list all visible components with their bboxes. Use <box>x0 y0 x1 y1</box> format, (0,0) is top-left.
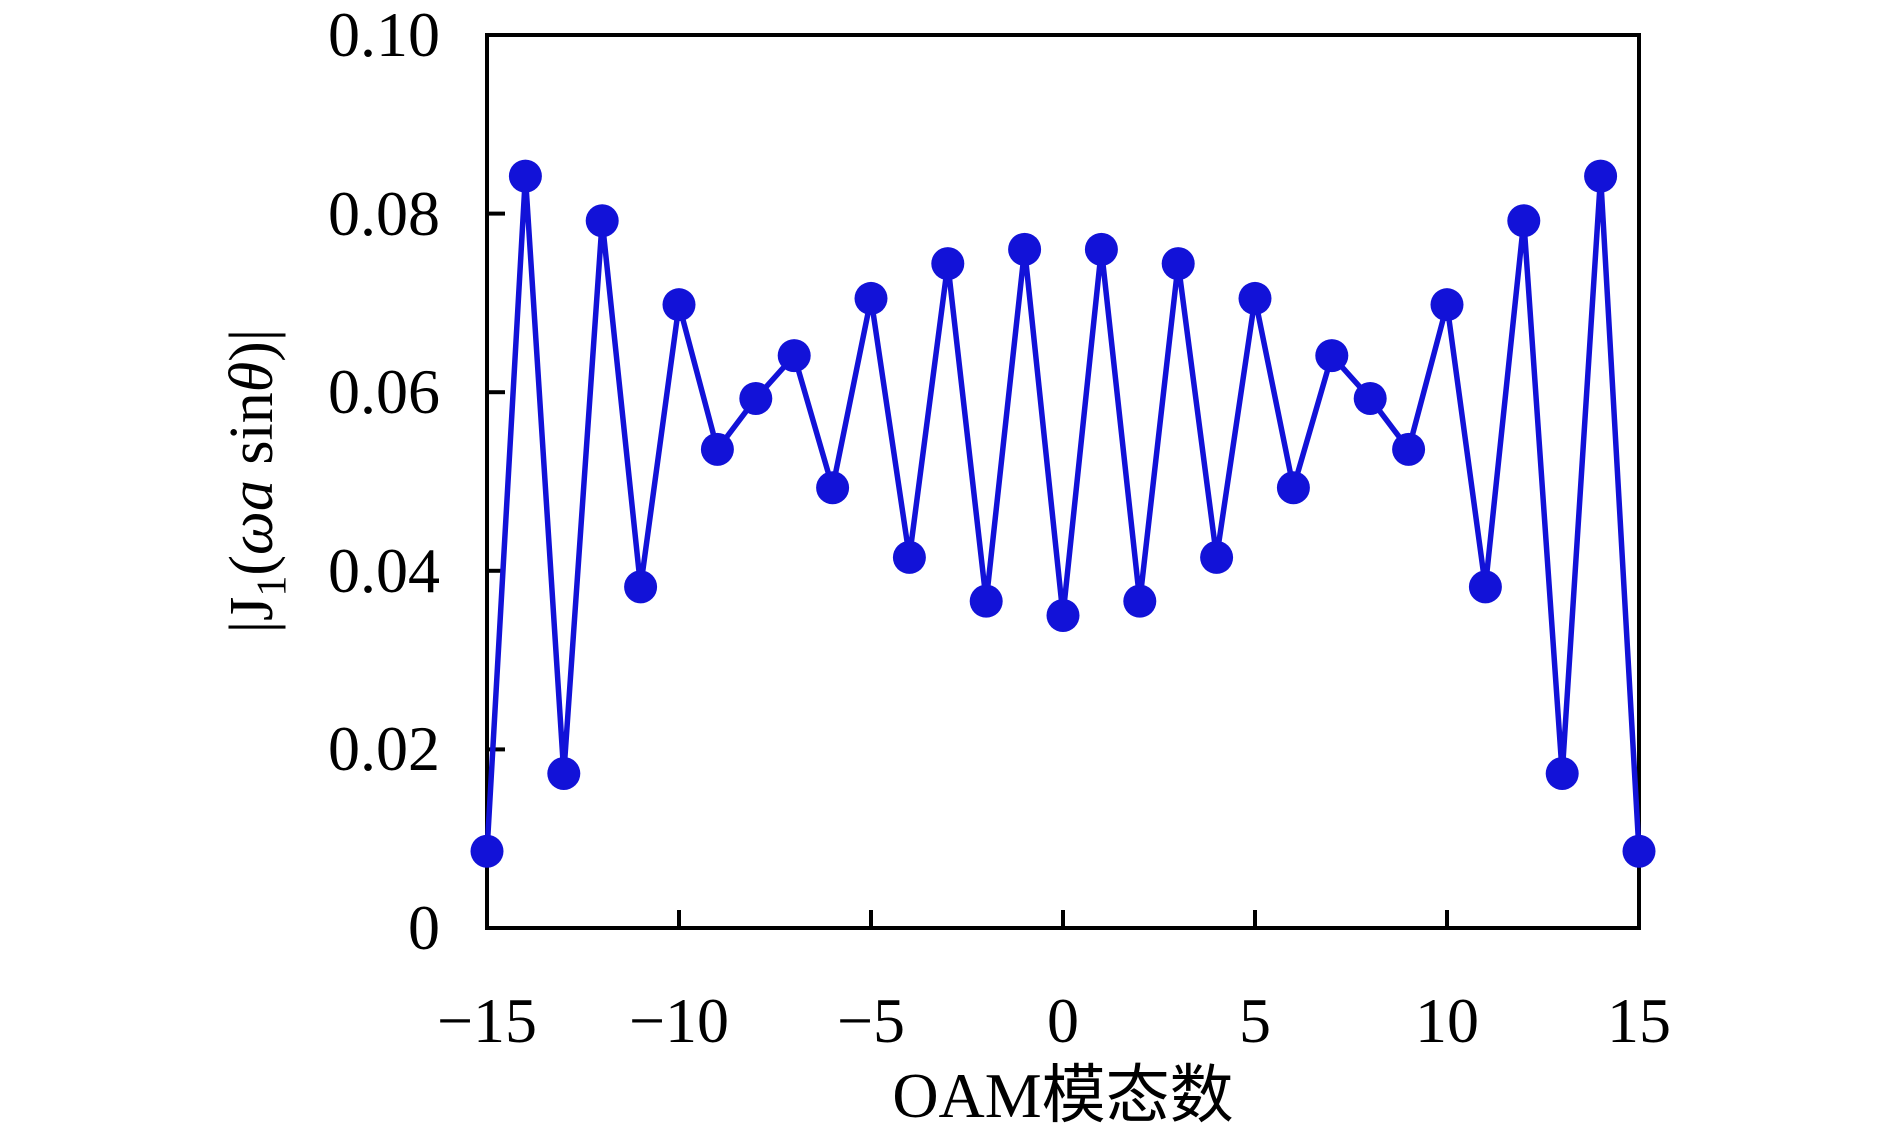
data-point <box>1315 339 1349 373</box>
x-tick-label: −15 <box>436 985 538 1056</box>
data-point <box>470 834 504 868</box>
y-axis-title: |J1(ωa sinθ)| <box>217 328 295 634</box>
data-point <box>1468 570 1502 604</box>
x-tick-label: 10 <box>1415 985 1479 1056</box>
data-point <box>547 757 581 791</box>
y-tick-label: 0.04 <box>328 534 440 606</box>
y-tick-label: 0 <box>408 892 440 963</box>
data-point <box>700 432 734 466</box>
data-point <box>1353 381 1387 415</box>
data-point <box>739 381 773 415</box>
data-point <box>1430 288 1464 322</box>
y-title-subscript: 1 <box>248 575 296 597</box>
y-title-close-paren: )| <box>218 328 286 362</box>
x-axis-title: OAM模态数 <box>892 1060 1234 1131</box>
y-tick-label: 0.08 <box>328 177 440 249</box>
data-point <box>854 281 888 315</box>
y-tick-label: 0.06 <box>328 356 440 428</box>
data-point <box>1084 232 1118 266</box>
data-point <box>508 159 542 193</box>
data-point <box>1584 159 1618 193</box>
data-point <box>1392 432 1426 466</box>
x-tick-label: 15 <box>1607 985 1671 1056</box>
data-point <box>777 339 811 373</box>
data-point <box>1545 757 1579 791</box>
data-point <box>969 584 1003 618</box>
plot-frame <box>485 33 1641 930</box>
data-point <box>624 570 658 604</box>
x-tick-label: 5 <box>1239 985 1271 1056</box>
x-tick-label: −5 <box>836 985 906 1056</box>
data-point <box>892 540 926 574</box>
y-tick-label: 0.02 <box>328 713 440 785</box>
data-point <box>1046 598 1080 632</box>
data-point <box>1200 540 1234 574</box>
data-point <box>1622 834 1656 868</box>
y-title-sin: sin <box>218 392 286 481</box>
data-point <box>931 247 965 281</box>
x-tick-label: 0 <box>1047 985 1079 1056</box>
data-point <box>1123 584 1157 618</box>
data-point <box>1008 232 1042 266</box>
data-point <box>816 471 850 505</box>
x-tick-label: −10 <box>628 985 730 1056</box>
data-point <box>1238 281 1272 315</box>
y-tick-label: 0.10 <box>328 0 440 70</box>
data-point <box>585 204 619 238</box>
x-axis-tick-labels: −15 −10 −5 0 5 10 15 <box>437 985 1671 1065</box>
y-title-open-paren: ( <box>218 554 286 576</box>
data-point <box>662 288 696 322</box>
data-point <box>1161 247 1195 281</box>
data-point <box>1276 471 1310 505</box>
y-axis-tick-labels: 0 0.02 0.04 0.06 0.08 0.10 <box>0 0 440 963</box>
data-point <box>1507 204 1541 238</box>
y-title-omega-a: ωa <box>218 480 286 555</box>
plot-area <box>470 33 1656 930</box>
data-line <box>484 173 1642 852</box>
y-title-bar-J: |J <box>218 596 286 634</box>
y-title-theta: θ <box>218 361 286 393</box>
